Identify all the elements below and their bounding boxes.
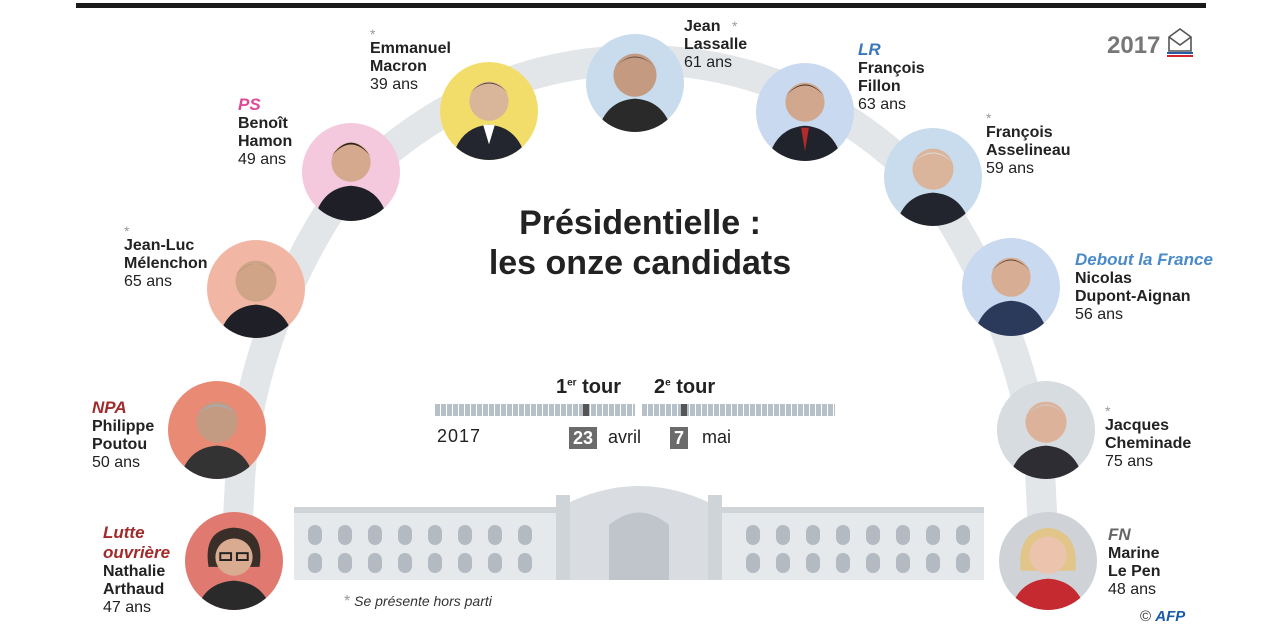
- afp-logo: AFP: [1155, 608, 1186, 625]
- tour2-label: 2e tour: [654, 376, 715, 399]
- candidate-last-name: Hamon: [238, 133, 293, 150]
- candidate-last-name: Poutou: [92, 436, 148, 453]
- candidate-last-name: Arthaud: [103, 581, 165, 598]
- party-label: PS: [238, 95, 261, 114]
- afp-credit: © AFP: [1140, 608, 1185, 625]
- candidate-first-name: Philippe: [92, 418, 155, 435]
- tour1-sup: er: [567, 377, 577, 389]
- candidate-age: 50 ans: [92, 454, 141, 471]
- tour2-sup: e: [665, 377, 671, 389]
- candidate-age: 48 ans: [1108, 581, 1157, 598]
- candidate-first-name: François: [858, 60, 925, 77]
- candidate-age: 75 ans: [1105, 453, 1154, 470]
- candidate-first-name: Nathalie: [103, 563, 166, 580]
- star-icon: *: [1105, 403, 1111, 419]
- tour1-label: 1er tour: [556, 376, 621, 399]
- logo-year: 2017: [1107, 32, 1161, 59]
- candidate-age: 59 ans: [986, 160, 1035, 177]
- title-line-2: les onze candidats: [488, 244, 792, 282]
- portrait-icon: [997, 381, 1095, 479]
- tour1-word: tour: [582, 376, 622, 398]
- timeline-year: 2017: [437, 426, 482, 446]
- portrait-icon: [962, 238, 1060, 336]
- candidate-last-name: Fillon: [858, 78, 901, 95]
- candidate-first-name: Nicolas: [1075, 270, 1132, 287]
- candidate-first-name: Jacques: [1105, 417, 1170, 434]
- candidate-last-name: Lassalle: [684, 36, 748, 53]
- page-title: Présidentielle : les onze candidats: [440, 203, 840, 283]
- tour2-marker: [681, 404, 687, 416]
- candidate-last-name: Asselineau: [986, 142, 1071, 159]
- candidate-age: 47 ans: [103, 599, 152, 616]
- tour2-word: tour: [676, 376, 716, 398]
- party-label: Debout la France: [1075, 250, 1213, 269]
- star-icon: *: [986, 110, 992, 126]
- copyright-symbol: ©: [1140, 608, 1152, 625]
- portrait-icon: [999, 512, 1097, 610]
- tour1-number: 1: [556, 376, 568, 398]
- portrait-icon: [168, 381, 266, 479]
- timeline-bar-april: [435, 404, 635, 416]
- star-icon: *: [344, 593, 351, 610]
- footnote-text: Se présente hors parti: [354, 593, 492, 609]
- candidate-age: 63 ans: [858, 96, 907, 113]
- portrait-icon: [586, 34, 684, 132]
- star-icon: *: [732, 18, 738, 34]
- candidate-age: 65 ans: [124, 273, 173, 290]
- portrait-icon: [302, 123, 400, 221]
- candidate-age: 39 ans: [370, 76, 419, 93]
- candidate-last-name: Mélenchon: [124, 255, 208, 272]
- elysee-palace-illustration: [294, 486, 984, 580]
- party-label: NPA: [92, 398, 127, 417]
- tour1-month: avril: [608, 427, 642, 447]
- candidate-last-name: Le Pen: [1108, 563, 1161, 580]
- top-rule: [76, 3, 1206, 8]
- candidate-last-name: Cheminade: [1105, 435, 1192, 452]
- candidate-last-name: Macron: [370, 58, 427, 75]
- portrait-icon: [440, 62, 538, 160]
- candidate-first-name: Jean-Luc: [124, 237, 195, 254]
- candidate-first-name: Benoît: [238, 115, 288, 132]
- tour1-day: 23: [569, 427, 598, 449]
- candidate-age: 49 ans: [238, 151, 287, 168]
- portrait-icon: [884, 128, 982, 226]
- party-label: FN: [1108, 525, 1131, 544]
- tour2-month: mai: [702, 427, 732, 447]
- candidate-age: 61 ans: [684, 54, 733, 71]
- portrait-icon: [185, 512, 283, 610]
- tour1-marker: [583, 404, 589, 416]
- election-2017-logo: 2017: [1107, 27, 1194, 60]
- party-label: LR: [858, 40, 881, 59]
- candidate-first-name: Emmanuel: [370, 40, 451, 57]
- candidate-last-name: Dupont-Aignan: [1075, 288, 1191, 305]
- candidate-first-name: Marine: [1108, 545, 1160, 562]
- ballot-envelope-icon: [1167, 28, 1194, 57]
- title-line-1: Présidentielle :: [519, 204, 761, 242]
- footnote: * Se présente hors parti: [344, 593, 492, 611]
- star-icon: *: [124, 223, 130, 239]
- star-icon: *: [370, 26, 376, 42]
- tour2-number: 2: [654, 376, 666, 398]
- portrait-icon: [207, 240, 305, 338]
- portrait-icon: [756, 63, 854, 161]
- candidate-first-name: François: [986, 124, 1053, 141]
- party-label: Lutte ouvrière: [103, 523, 171, 562]
- candidate-age: 56 ans: [1075, 306, 1124, 323]
- timeline-bar-may: [642, 404, 835, 416]
- tour2-day: 7: [670, 427, 689, 449]
- candidate-first-name: Jean: [684, 18, 721, 35]
